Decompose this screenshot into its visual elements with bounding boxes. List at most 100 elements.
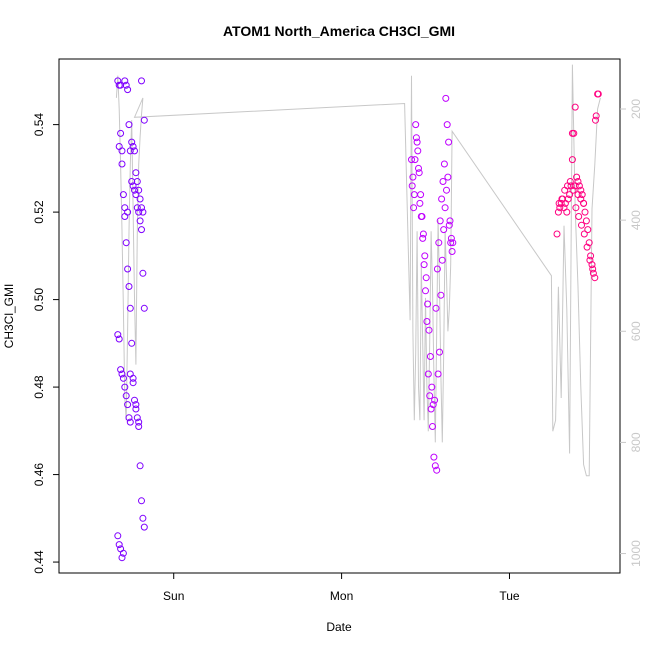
data-point xyxy=(133,204,141,212)
data-point xyxy=(436,348,443,356)
data-point xyxy=(431,396,439,404)
data-point xyxy=(574,191,582,199)
data-point xyxy=(447,239,455,247)
data-point xyxy=(132,401,140,409)
data-point xyxy=(121,213,129,220)
data-point xyxy=(129,374,137,382)
data-point xyxy=(122,239,130,247)
plot-frame xyxy=(58,58,621,574)
y2-tick-label: 400 xyxy=(629,210,643,230)
data-point xyxy=(566,178,574,185)
data-point xyxy=(412,134,420,142)
data-point xyxy=(426,353,434,360)
data-point xyxy=(128,339,136,347)
data-point xyxy=(121,204,129,212)
data-point xyxy=(439,178,447,185)
chart-title: ATOM1 North_America CH3Cl_GMI xyxy=(223,23,455,39)
data-point xyxy=(118,147,126,155)
data-point xyxy=(589,265,597,273)
x-tick-label: Tue xyxy=(499,589,520,603)
data-point xyxy=(414,147,422,155)
data-point xyxy=(140,304,148,312)
data-point xyxy=(118,554,126,562)
data-point xyxy=(128,138,136,146)
data-point xyxy=(585,239,593,247)
data-point xyxy=(115,143,123,150)
x-tick-label: Sun xyxy=(163,589,184,603)
data-point xyxy=(136,462,144,470)
data-point xyxy=(569,186,577,194)
y-axis: 0.44 0.46 0.48 0.50 0.52 0.54 xyxy=(32,113,59,574)
data-point xyxy=(136,217,144,225)
data-point xyxy=(133,414,141,422)
data-point xyxy=(592,112,600,120)
data-point xyxy=(119,191,127,199)
data-point xyxy=(135,418,143,426)
data-point xyxy=(126,304,134,312)
data-point xyxy=(443,186,450,194)
data-point xyxy=(115,541,123,549)
data-point xyxy=(444,173,452,181)
data-point xyxy=(138,204,145,212)
data-point xyxy=(586,256,594,264)
data-point xyxy=(422,287,429,295)
data-point xyxy=(139,269,147,277)
data-point xyxy=(139,208,147,216)
data-point xyxy=(588,261,596,269)
data-point xyxy=(138,497,145,505)
data-point xyxy=(119,549,127,557)
data-point xyxy=(140,523,148,531)
data-point xyxy=(415,169,423,177)
data-point xyxy=(423,318,431,325)
data-point xyxy=(575,213,583,220)
data-point xyxy=(412,121,420,129)
data-point xyxy=(427,405,435,413)
data-point xyxy=(446,217,454,225)
data-point xyxy=(445,221,453,229)
data-point xyxy=(420,261,428,269)
data-point xyxy=(408,156,415,164)
data-point xyxy=(430,453,438,461)
data-point xyxy=(433,265,441,273)
data-point xyxy=(573,173,581,181)
x-axis-label: Date xyxy=(326,620,352,634)
data-point xyxy=(122,392,130,400)
data-point xyxy=(125,414,133,422)
data-point xyxy=(115,335,123,343)
x-axis: Sun Mon Tue xyxy=(163,573,520,603)
data-point xyxy=(419,234,427,242)
data-point xyxy=(591,274,599,282)
data-point xyxy=(117,129,125,137)
data-point xyxy=(139,514,147,522)
data-point xyxy=(443,121,451,129)
data-point xyxy=(580,199,588,207)
y-tick-label: 0.48 xyxy=(32,375,46,399)
data-point xyxy=(140,116,148,124)
data-point xyxy=(131,147,138,155)
data-point xyxy=(135,186,143,194)
y2-axis: 200 400 600 800 1000 xyxy=(620,99,643,567)
data-point xyxy=(129,182,137,190)
data-point xyxy=(129,379,137,387)
data-point xyxy=(553,230,561,238)
data-point xyxy=(583,243,591,251)
y2-tick-label: 1000 xyxy=(629,540,643,567)
data-point xyxy=(117,366,125,374)
x-tick-label: Mon xyxy=(330,589,353,603)
altitude-series-line xyxy=(115,64,601,477)
data-point xyxy=(578,221,585,229)
data-point xyxy=(592,116,599,124)
data-point xyxy=(121,77,129,85)
data-point xyxy=(589,269,597,277)
data-point xyxy=(125,121,133,129)
data-point xyxy=(587,252,595,260)
y2-tick-label: 600 xyxy=(629,321,643,341)
data-point xyxy=(432,304,440,312)
data-point xyxy=(138,226,145,234)
data-point xyxy=(561,186,569,194)
altitude-layer xyxy=(115,64,601,477)
data-point xyxy=(421,252,429,260)
y-axis-label: CH3Cl_GMI xyxy=(2,284,16,349)
y-tick-label: 0.52 xyxy=(32,200,46,224)
data-point xyxy=(568,156,576,164)
